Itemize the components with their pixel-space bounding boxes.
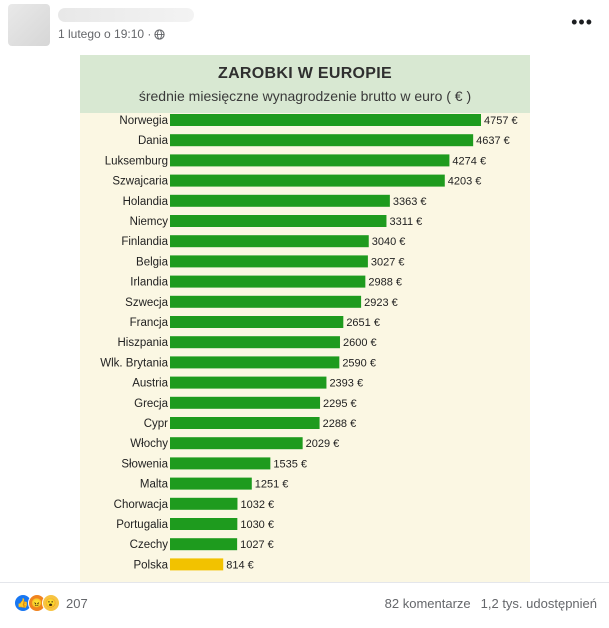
bar-belgia [170, 255, 368, 268]
bar-cypr [170, 417, 320, 429]
category-label: Portugalia [116, 519, 168, 531]
bar-norwegia [170, 114, 481, 126]
category-label: Austria [132, 378, 168, 390]
bar-malta [170, 477, 252, 490]
more-options-icon[interactable]: ••• [571, 12, 593, 32]
value-label: 2288 € [323, 418, 357, 430]
bar-słowenia [170, 457, 271, 470]
category-label: Słowenia [121, 458, 168, 470]
value-label: 814 € [226, 559, 254, 571]
category-label: Francja [130, 317, 169, 329]
bar-niemcy [170, 215, 387, 227]
bar-luksemburg [170, 154, 450, 167]
value-label: 2295 € [323, 398, 357, 410]
category-label: Holandia [123, 196, 169, 208]
value-label: 2590 € [342, 357, 376, 369]
chart-title: ZAROBKI W EUROPIE [218, 65, 392, 82]
value-label: 3040 € [372, 236, 406, 248]
reactions-count: 207 [66, 595, 88, 611]
category-label: Irlandia [130, 277, 168, 289]
category-label: Luksemburg [105, 155, 168, 167]
value-label: 3027 € [371, 256, 405, 268]
bar-dania [170, 134, 474, 147]
category-label: Grecja [134, 398, 168, 410]
post-stats: 82 komentarze 1,2 tys. udostępnień [385, 596, 597, 611]
category-label: Hiszpania [118, 337, 169, 349]
bar-grecja [170, 396, 321, 409]
bar-polska [170, 558, 224, 571]
category-label: Czechy [130, 539, 169, 551]
value-label: 2393 € [329, 378, 363, 390]
category-label: Belgia [136, 256, 169, 268]
category-label: Szwecja [125, 297, 168, 309]
bar-szwajcaria [170, 174, 445, 187]
post-image[interactable]: ZAROBKI W EUROPIE średnie miesięczne wyn… [80, 55, 530, 582]
value-label: 2651 € [346, 317, 380, 329]
value-label: 4757 € [484, 115, 518, 127]
category-label: Finlandia [121, 236, 168, 248]
bar-francja [170, 316, 344, 328]
post-timestamp[interactable]: 1 lutego o 19:10 · [58, 27, 152, 41]
value-label: 4637 € [476, 135, 510, 147]
category-label: Norwegia [119, 115, 168, 127]
category-label: Chorwacja [114, 499, 169, 511]
shares-link[interactable]: 1,2 tys. udostępnień [480, 596, 597, 611]
value-label: 4203 € [448, 176, 482, 188]
author-name[interactable] [58, 8, 194, 22]
category-label: Niemcy [130, 216, 169, 228]
value-label: 2988 € [368, 277, 402, 289]
bar-holandia [170, 194, 390, 207]
bar-włochy [170, 437, 303, 450]
value-label: 2600 € [343, 337, 377, 349]
avatar[interactable] [8, 4, 50, 46]
value-label: 1535 € [273, 458, 307, 470]
value-label: 2029 € [306, 438, 340, 450]
value-label: 2923 € [364, 297, 398, 309]
chart-subtitle: średnie miesięczne wynagrodzenie brutto … [138, 88, 472, 104]
globe-icon [154, 28, 166, 40]
like-reaction-icon: 👍 [14, 594, 32, 612]
category-label: Dania [138, 135, 169, 147]
value-label: 3311 € [389, 216, 422, 228]
bar-austria [170, 376, 327, 389]
value-label: 3363 € [393, 196, 427, 208]
value-label: 1030 € [240, 519, 274, 531]
category-label: Wlk. Brytania [100, 357, 168, 369]
comments-link[interactable]: 82 komentarze [384, 596, 471, 611]
bar-czechy [170, 538, 238, 551]
category-label: Szwajcaria [112, 176, 168, 188]
bar-chorwacja [170, 497, 238, 510]
salary-bar-chart: Norwegia 4757 € Dania 4637 € Luksemburg 4274 … [100, 114, 518, 571]
category-label: Cypr [144, 418, 168, 430]
category-label: Malta [140, 479, 169, 491]
value-label: 1027 € [240, 539, 274, 551]
value-label: 1032 € [240, 499, 274, 511]
reactions-summary[interactable]: 👍 😠 😮 207 [14, 594, 88, 612]
bar-finlandia [170, 235, 369, 248]
category-label: Polska [133, 559, 168, 571]
category-label: Włochy [130, 438, 168, 450]
bar-irlandia [170, 275, 366, 288]
bar-hiszpania [170, 336, 340, 349]
bar-szwecja [170, 295, 362, 308]
bar-portugalia [170, 518, 238, 530]
value-label: 1251 € [255, 479, 289, 491]
footer-divider [0, 582, 609, 583]
wow-reaction-icon: 😮 [42, 594, 60, 612]
bar-wlk-brytania [170, 356, 340, 369]
infographic-header: ZAROBKI W EUROPIE średnie miesięczne wyn… [80, 55, 530, 113]
value-label: 4274 € [452, 155, 486, 167]
post-meta: 1 lutego o 19:10 · [58, 27, 166, 41]
